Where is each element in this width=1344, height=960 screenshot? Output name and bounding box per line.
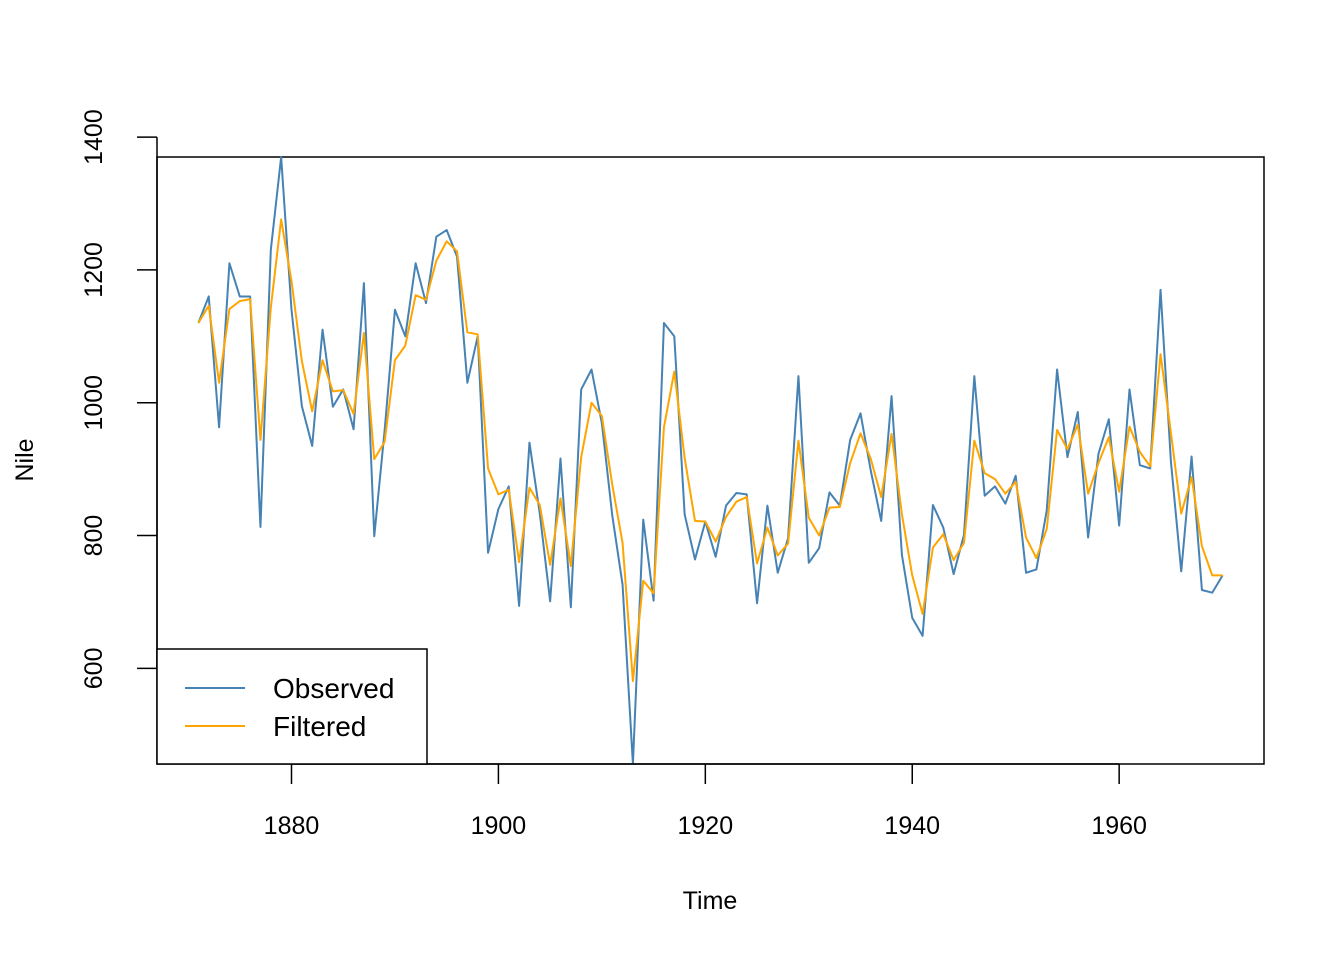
x-tick-label: 1920 — [678, 812, 734, 840]
y-axis: 600 800 1000 1200 1400 — [80, 109, 158, 690]
x-axis: 1880 1900 1920 1940 1960 — [264, 763, 1147, 840]
x-axis-title: Time — [683, 887, 738, 915]
series-line-filtered — [197, 218, 1223, 682]
x-tick-label: 1900 — [471, 812, 527, 840]
series-line-observed — [197, 156, 1224, 765]
legend-label-filtered: Filtered — [273, 711, 366, 742]
y-tick-label: 1000 — [80, 375, 108, 431]
x-tick-label: 1960 — [1091, 812, 1147, 840]
y-tick-label: 800 — [80, 515, 108, 557]
x-tick-label: 1940 — [884, 812, 940, 840]
y-tick-label: 1200 — [80, 242, 108, 298]
x-tick-label: 1880 — [264, 812, 320, 840]
legend-label-observed: Observed — [273, 673, 394, 704]
legend: Observed Filtered — [156, 648, 428, 765]
y-tick-label: 600 — [80, 648, 108, 690]
y-tick-label: 1400 — [80, 109, 108, 165]
y-axis-title: Nile — [11, 438, 39, 481]
legend-box — [156, 648, 428, 765]
